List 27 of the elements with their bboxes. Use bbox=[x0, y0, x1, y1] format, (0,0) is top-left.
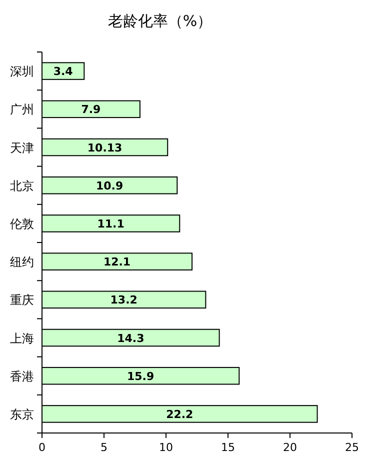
x-tick-label: 25 bbox=[345, 441, 359, 454]
x-tick-label: 0 bbox=[38, 441, 46, 454]
x-tick-label: 15 bbox=[221, 441, 235, 454]
chart-title: 老龄化率（%） bbox=[108, 12, 212, 30]
x-tick-label: 20 bbox=[283, 441, 297, 454]
y-tick-label: 重庆 bbox=[10, 293, 34, 308]
y-tick-label: 纽约 bbox=[10, 255, 34, 270]
data-label: 12.1 bbox=[103, 256, 131, 269]
x-tick-label: 5 bbox=[100, 441, 108, 454]
y-tick-label: 东京 bbox=[10, 407, 34, 422]
y-tick-label: 伦敦 bbox=[10, 216, 34, 231]
data-label: 15.9 bbox=[127, 370, 154, 383]
data-label: 11.1 bbox=[97, 217, 124, 230]
y-tick-label: 北京 bbox=[10, 178, 34, 193]
data-label: 14.3 bbox=[117, 332, 144, 345]
y-tick-label: 深圳 bbox=[10, 64, 34, 79]
data-label: 10.9 bbox=[96, 179, 124, 192]
data-label: 3.4 bbox=[53, 65, 74, 78]
y-tick-label: 香港 bbox=[10, 369, 34, 384]
data-label: 7.9 bbox=[81, 103, 101, 116]
y-tick-label: 天津 bbox=[10, 140, 34, 155]
y-tick-label: 上海 bbox=[10, 331, 34, 346]
x-tick-label: 10 bbox=[159, 441, 173, 454]
data-label: 13.2 bbox=[110, 294, 138, 307]
y-tick-label: 广州 bbox=[10, 102, 34, 117]
data-label: 22.2 bbox=[166, 408, 194, 421]
data-label: 10.13 bbox=[87, 141, 122, 154]
